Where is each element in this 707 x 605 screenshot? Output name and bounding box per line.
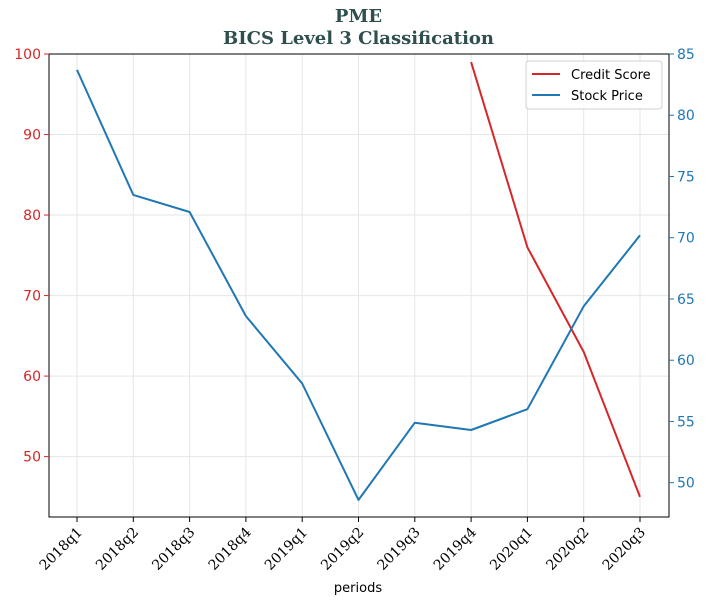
x-tick-label: 2018q3 bbox=[149, 525, 198, 574]
left-tick-label: 80 bbox=[23, 208, 41, 224]
series-line-stock-price bbox=[76, 69, 641, 501]
right-tick-label: 60 bbox=[677, 353, 695, 369]
right-tick-label: 50 bbox=[677, 476, 695, 492]
left-tick-label: 90 bbox=[23, 128, 41, 144]
left-tick-label: 100 bbox=[14, 47, 41, 63]
x-tick-label: 2018q1 bbox=[37, 525, 86, 574]
right-tick-label: 70 bbox=[677, 231, 695, 247]
chart-subtitle: BICS Level 3 Classification bbox=[222, 28, 495, 49]
left-y-axis: 50 60 70 80 90 100 bbox=[14, 47, 49, 466]
x-axis-label: periods bbox=[334, 581, 382, 596]
x-tick-label: 2019q1 bbox=[262, 525, 311, 574]
legend: Credit Score Stock Price bbox=[525, 60, 663, 110]
x-axis: 2018q1 2018q2 2018q3 2018q4 2019q1 2019q2 2019… bbox=[37, 517, 649, 574]
x-tick-label: 2020q2 bbox=[543, 525, 592, 574]
right-tick-label: 75 bbox=[677, 169, 695, 185]
left-tick-label: 70 bbox=[23, 289, 41, 305]
x-tick-label: 2019q2 bbox=[318, 525, 367, 574]
x-tick-label: 2019q4 bbox=[431, 524, 480, 573]
legend-label: Stock Price bbox=[571, 89, 643, 104]
x-tick-label: 2018q4 bbox=[206, 524, 255, 573]
right-tick-label: 55 bbox=[677, 414, 695, 430]
series-line-credit-score bbox=[470, 61, 641, 498]
left-tick-label: 50 bbox=[23, 450, 41, 466]
x-tick-label: 2019q3 bbox=[374, 525, 423, 574]
right-tick-label: 65 bbox=[677, 292, 695, 308]
grid-lines bbox=[49, 53, 669, 517]
x-tick-label: 2018q2 bbox=[93, 525, 142, 574]
right-tick-label: 80 bbox=[677, 108, 695, 124]
series-lines bbox=[76, 61, 641, 501]
chart-title: PME bbox=[334, 6, 383, 27]
left-tick-label: 60 bbox=[23, 369, 41, 385]
x-tick-label: 2020q1 bbox=[487, 525, 536, 574]
right-tick-label: 85 bbox=[677, 47, 695, 63]
x-tick-label: 2020q3 bbox=[600, 525, 649, 574]
legend-label: Credit Score bbox=[571, 68, 651, 83]
right-y-axis: 50 55 60 65 70 75 80 85 bbox=[669, 47, 695, 492]
